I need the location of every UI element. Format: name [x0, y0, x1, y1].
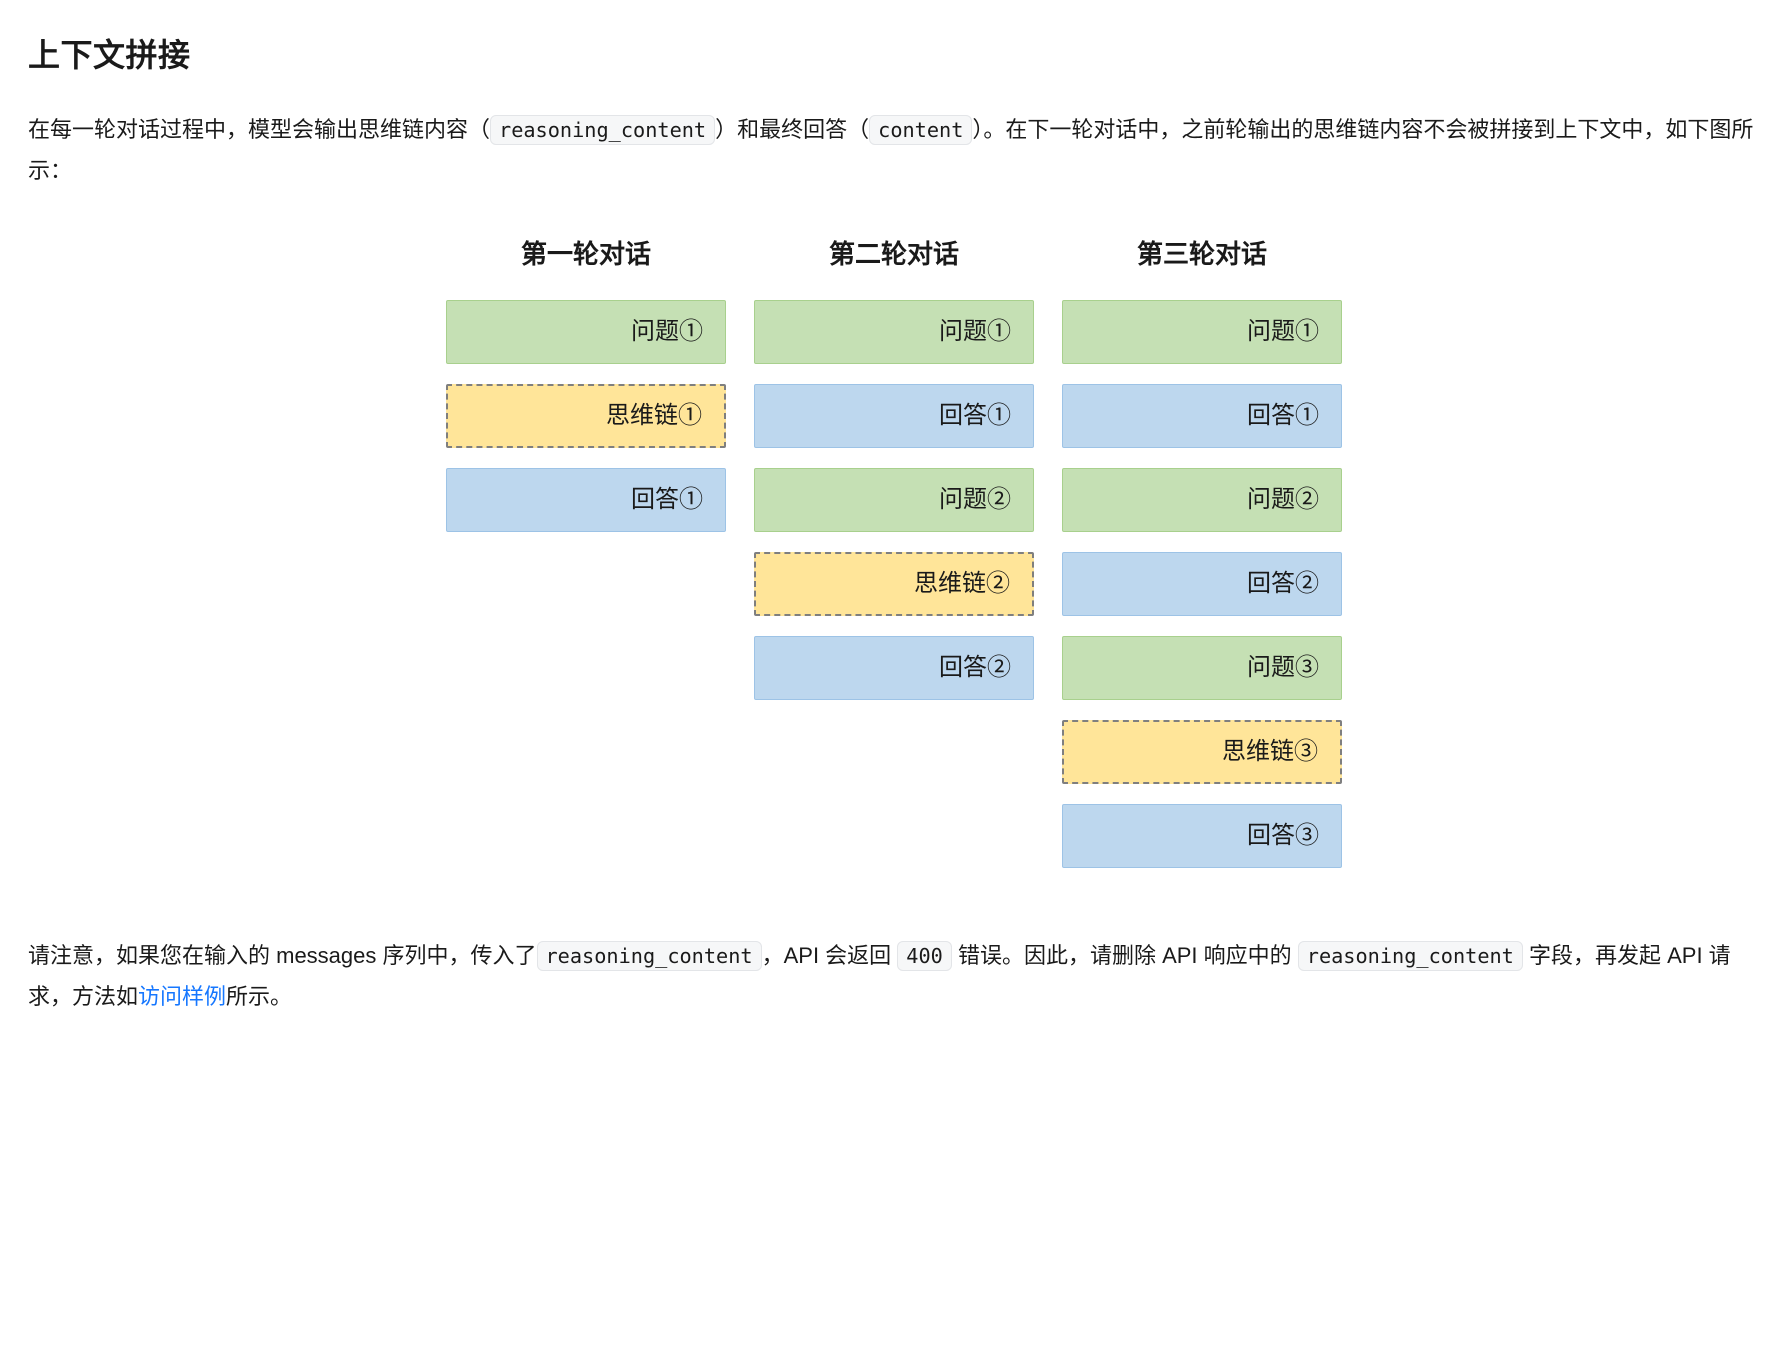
- notice-text-3: 错误。因此，请删除 API 响应中的: [952, 943, 1298, 968]
- chain-of-thought-box: 思维链③: [1062, 720, 1342, 784]
- round-column: 第三轮对话问题① 回答① 问题② 回答② 问题③ 思维链③ 回答③: [1062, 232, 1342, 888]
- answer-box: 回答③: [1062, 804, 1342, 868]
- error-code-400: 400: [897, 941, 952, 971]
- reasoning-content-code: reasoning_content: [490, 115, 715, 145]
- sample-link[interactable]: 访问样例: [138, 984, 226, 1009]
- round-header: 第二轮对话: [754, 232, 1034, 276]
- notice-text-5: 所示。: [226, 984, 292, 1009]
- chain-of-thought-box: 思维链②: [754, 552, 1034, 616]
- question-box: 问题①: [446, 300, 726, 364]
- intro-text-1: 在每一轮对话过程中，模型会输出思维链内容（: [28, 117, 490, 142]
- answer-box: 回答①: [1062, 384, 1342, 448]
- reasoning-content-code-3: reasoning_content: [1298, 941, 1523, 971]
- notice-text-2: ，API 会返回: [762, 943, 898, 968]
- intro-text-2: ）和最终回答（: [715, 117, 869, 142]
- answer-box: 回答②: [1062, 552, 1342, 616]
- answer-box: 回答②: [754, 636, 1034, 700]
- question-box: 问题③: [1062, 636, 1342, 700]
- chain-of-thought-box: 思维链①: [446, 384, 726, 448]
- round-header: 第三轮对话: [1062, 232, 1342, 276]
- notice-text-1: 请注意，如果您在输入的 messages 序列中，传入了: [28, 943, 537, 968]
- diagram-container: 第一轮对话问题①思维链①回答①第二轮对话问题①回答①问题②思维链②回答②第三轮对…: [28, 232, 1760, 888]
- answer-box: 回答①: [754, 384, 1034, 448]
- context-diagram: 第一轮对话问题①思维链①回答①第二轮对话问题①回答①问题②思维链②回答②第三轮对…: [446, 232, 1342, 888]
- round-column: 第二轮对话问题① 回答① 问题② 思维链② 回答②: [754, 232, 1034, 720]
- question-box: 问题②: [1062, 468, 1342, 532]
- question-box: 问题②: [754, 468, 1034, 532]
- reasoning-content-code-2: reasoning_content: [537, 941, 762, 971]
- notice-paragraph: 请注意，如果您在输入的 messages 序列中，传入了reasoning_co…: [28, 936, 1760, 1017]
- question-box: 问题①: [754, 300, 1034, 364]
- intro-paragraph: 在每一轮对话过程中，模型会输出思维链内容（reasoning_content）和…: [28, 110, 1760, 191]
- round-column: 第一轮对话问题① 思维链① 回答①: [446, 232, 726, 552]
- question-box: 问题①: [1062, 300, 1342, 364]
- answer-box: 回答①: [446, 468, 726, 532]
- round-header: 第一轮对话: [446, 232, 726, 276]
- content-code: content: [869, 115, 972, 145]
- section-title: 上下文拼接: [28, 28, 1760, 82]
